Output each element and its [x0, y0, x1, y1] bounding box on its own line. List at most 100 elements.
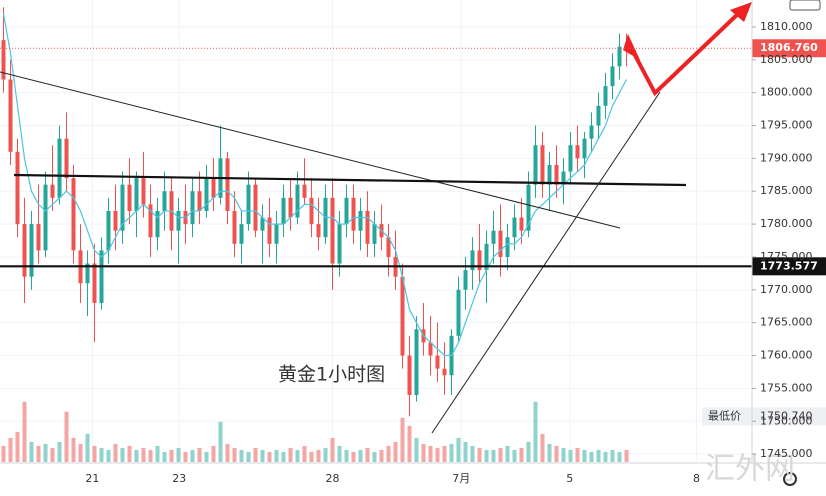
volume-bar — [211, 445, 216, 462]
trend-line — [0, 71, 621, 229]
trend-line — [13, 173, 687, 187]
arrow-line — [626, 10, 742, 97]
y-tick-label: 1755.000 — [760, 381, 813, 394]
volume-bar — [407, 425, 412, 462]
volume-bar — [1, 445, 6, 462]
volume-bar — [428, 445, 433, 462]
candle-body — [57, 138, 62, 198]
volume-bar — [568, 449, 573, 462]
volume-bar — [316, 449, 321, 462]
volume-bar — [624, 449, 629, 462]
volume-bar — [22, 401, 27, 462]
candle-body — [344, 197, 349, 225]
y-tick-label: 1805.000 — [760, 53, 813, 66]
volume-bar — [547, 443, 552, 462]
candle-body — [225, 158, 230, 211]
volume-bar — [470, 445, 475, 462]
candle-body — [190, 191, 195, 225]
x-tick-label: 21 — [85, 472, 99, 485]
candle-body — [316, 224, 321, 238]
volume-bar — [323, 447, 328, 462]
volume-bar — [435, 447, 440, 462]
volume-bar — [246, 451, 251, 462]
volume-bar — [57, 441, 62, 462]
x-tick-label: 5 — [566, 472, 573, 485]
candle-body — [547, 164, 552, 185]
y-tick-label: 1790.000 — [760, 151, 813, 164]
volume-bar — [344, 449, 349, 462]
y-tick-label: 1785.000 — [760, 184, 813, 197]
volume-bar — [295, 449, 300, 462]
volume-bar — [596, 449, 601, 462]
candle-body — [92, 263, 97, 303]
candle-body — [246, 184, 251, 225]
candle-body — [8, 79, 13, 152]
arrow-head — [623, 34, 640, 60]
candle-body — [358, 210, 363, 231]
candle-body — [456, 289, 461, 336]
volume-bar — [540, 433, 545, 462]
candle-body — [533, 145, 538, 185]
candle-body — [435, 355, 440, 369]
candle-body — [477, 250, 482, 271]
candle-body — [239, 224, 244, 244]
volume-bar — [43, 443, 48, 462]
candle-body — [386, 237, 391, 257]
candle-body — [148, 204, 153, 238]
candle-body — [267, 217, 272, 244]
volume-bar — [176, 447, 181, 462]
candle-body — [365, 210, 370, 244]
volume-bar — [512, 449, 517, 462]
candle-body — [561, 171, 566, 185]
candle-body — [71, 178, 76, 251]
volume-bar — [50, 447, 55, 462]
volume-bar — [582, 449, 587, 462]
volume-bar — [309, 451, 314, 462]
y-tick-label: 1800.000 — [760, 86, 813, 99]
volume-bar — [162, 451, 167, 462]
candle-body — [498, 230, 503, 257]
volume-bar — [120, 447, 125, 462]
candle-body — [113, 210, 118, 231]
volume-bar — [239, 449, 244, 462]
volume-bar — [260, 449, 265, 462]
volume-bar — [351, 451, 356, 462]
candle-body — [554, 164, 559, 185]
volume-bar — [85, 433, 90, 462]
y-tick-label: 1750.000 — [760, 414, 813, 427]
arrow — [623, 2, 752, 97]
volume — [1, 401, 629, 462]
settings-icon[interactable] — [783, 472, 797, 486]
candle-body — [414, 329, 419, 395]
volume-bar — [190, 449, 195, 462]
scale-button[interactable] — [789, 0, 821, 11]
volume-bar — [449, 443, 454, 462]
candle-body — [29, 224, 34, 277]
last-price-box — [752, 39, 826, 58]
candle-body — [1, 40, 6, 80]
volume-bar — [218, 421, 223, 462]
volume-bar — [267, 451, 272, 462]
candle-body — [141, 178, 146, 205]
volume-bar — [204, 451, 209, 462]
candles — [1, 7, 629, 417]
x-tick-label: 8 — [693, 472, 700, 485]
volume-bar — [169, 449, 174, 462]
watermark: 汇外网 — [705, 452, 795, 487]
candle-body — [540, 145, 545, 185]
candle-body — [610, 66, 615, 87]
candle-body — [211, 178, 216, 198]
volume-bar — [379, 449, 384, 462]
candle-body — [260, 217, 265, 231]
y-tick-label: 1745.000 — [760, 447, 813, 460]
candle-body — [64, 138, 69, 179]
y-tick-label: 1775.000 — [760, 250, 813, 263]
volume-bar — [414, 437, 419, 462]
candle-body — [155, 210, 160, 238]
moving-average — [2, 13, 628, 357]
candle-body — [372, 224, 377, 244]
candle-body — [197, 191, 202, 211]
volume-bar — [113, 443, 118, 462]
overlay: 1806.760 1773.577 最低价 1750.740 — [0, 39, 826, 426]
